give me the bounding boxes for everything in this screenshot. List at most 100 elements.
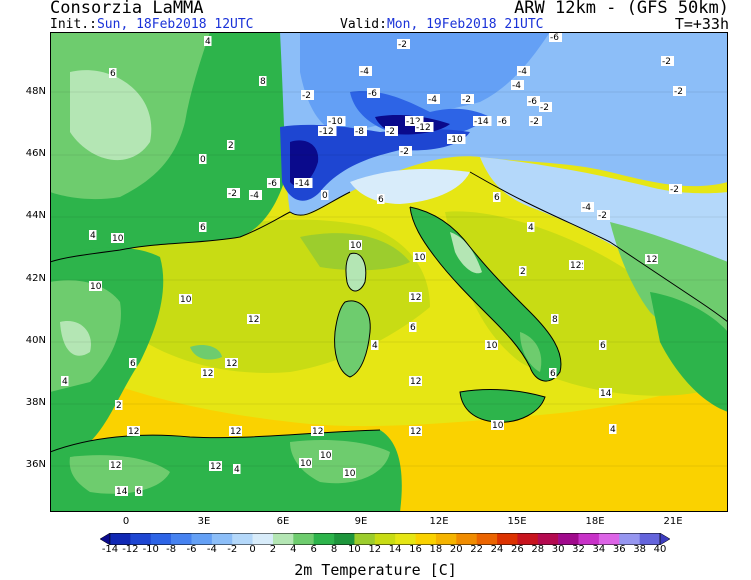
colorbar-tick-label: -2 bbox=[227, 544, 238, 555]
label-background bbox=[645, 254, 658, 264]
temperature-value-label: -12 bbox=[416, 123, 431, 133]
label-background bbox=[61, 376, 69, 386]
temperature-labels: 4 -2-66 -4-2-4-2-4-2-6-28-6-4 -2-10 -14 -6 -2-… bbox=[61, 32, 686, 497]
label-background bbox=[549, 32, 562, 42]
colorbar-tick-label: 22 bbox=[470, 544, 484, 555]
model-resolution-title: ARW 12km - (GFS 50km) bbox=[514, 0, 729, 18]
label-background bbox=[199, 222, 207, 232]
temperature-value-label: 10 bbox=[180, 295, 192, 305]
label-background bbox=[127, 426, 140, 436]
temperature-value-label: 10 bbox=[112, 234, 124, 244]
colorbar-cell bbox=[517, 533, 539, 545]
temperature-value-label: 6 bbox=[494, 193, 500, 203]
temperature-value-label: 10 bbox=[414, 253, 426, 263]
colorbar-tick-label: 36 bbox=[612, 544, 626, 555]
lon-label-9e: 9E bbox=[354, 516, 368, 527]
colorbar-tick-label: -6 bbox=[186, 544, 197, 555]
valid-time: Valid:Mon, 19Feb2018 21UTC bbox=[340, 17, 544, 32]
temperature-value-label: -4 bbox=[360, 67, 369, 77]
label-background bbox=[359, 66, 372, 76]
label-background bbox=[89, 230, 97, 240]
label-background bbox=[371, 340, 379, 350]
temperature-value-label: 12 bbox=[248, 315, 259, 325]
temperature-value-label: 10 bbox=[300, 459, 312, 469]
temperature-value-label: -6 bbox=[368, 89, 377, 99]
apennines-land bbox=[450, 232, 482, 274]
temperature-value-label: 12 bbox=[128, 427, 139, 437]
graticule bbox=[50, 91, 728, 467]
temperature-value-label: 4 bbox=[205, 37, 211, 47]
colorbar-cell bbox=[435, 533, 457, 545]
temperature-value-label: -4 bbox=[518, 67, 527, 77]
label-background bbox=[227, 188, 240, 198]
colorbar-cell bbox=[537, 533, 559, 545]
label-background bbox=[413, 252, 426, 262]
colorbar-tick-label: 12 bbox=[368, 544, 382, 555]
colorbar-tick-label: 30 bbox=[551, 544, 565, 555]
label-background bbox=[111, 233, 124, 243]
label-background bbox=[319, 450, 332, 460]
lon-label-15e: 15E bbox=[507, 516, 527, 527]
lat-label-46n: 46N bbox=[25, 148, 46, 159]
lon-label-18e: 18E bbox=[585, 516, 605, 527]
colorbar-tick-label: 32 bbox=[572, 544, 585, 555]
colorbar-cell bbox=[395, 533, 416, 545]
colorbar-cell bbox=[558, 533, 579, 545]
label-background bbox=[109, 460, 122, 470]
label-background bbox=[247, 314, 260, 324]
temperature-value-label: -2 bbox=[670, 185, 679, 195]
colorbar-cell bbox=[497, 533, 518, 545]
label-background bbox=[405, 116, 424, 126]
temperature-value-label: 10 bbox=[90, 282, 102, 292]
colorbar-cell bbox=[313, 533, 335, 545]
colorbar-tick-label: 6 bbox=[310, 544, 317, 555]
colorbar-tick-label: 8 bbox=[330, 544, 338, 555]
label-background bbox=[89, 281, 102, 291]
colorbar-cell bbox=[619, 533, 640, 545]
colorbar-tick-label: -8 bbox=[166, 544, 177, 555]
temperature-value-label: -2 bbox=[598, 211, 607, 221]
colorbar-cell bbox=[598, 533, 620, 545]
colorbar-cell bbox=[415, 533, 437, 545]
label-background bbox=[491, 420, 504, 430]
temperature-value-label: -6 bbox=[528, 97, 537, 107]
colorbar-tick-label: 4 bbox=[290, 544, 297, 555]
temperature-value-label: -6 bbox=[498, 117, 507, 127]
temperature-value-label: -8 bbox=[355, 127, 364, 137]
label-background bbox=[385, 126, 398, 136]
lat-label-36n: 36N bbox=[25, 459, 46, 470]
temperature-value-label: 6 bbox=[200, 223, 206, 233]
sardinia-land bbox=[334, 300, 371, 377]
init-time: Init.:Sun, 18Feb2018 12UTC bbox=[50, 17, 254, 32]
temperature-value-label: 4 bbox=[610, 425, 616, 435]
map-frame bbox=[50, 32, 728, 512]
label-background bbox=[519, 266, 527, 276]
colorbar-cell bbox=[456, 533, 477, 545]
temperature-value-label: 4 bbox=[90, 231, 96, 241]
temperature-value-label: -4 bbox=[250, 191, 259, 201]
temperature-value-label: 4 bbox=[528, 223, 534, 233]
temperature-value-label: 6 bbox=[378, 195, 384, 205]
temperature-value-label: -14 bbox=[295, 179, 310, 189]
label-background bbox=[409, 426, 422, 436]
temperature-value-label: 10 bbox=[320, 451, 332, 461]
label-background bbox=[447, 134, 466, 144]
temperature-value-label: -12 bbox=[319, 127, 334, 137]
label-background bbox=[249, 190, 262, 200]
colorbar-cell bbox=[354, 533, 376, 545]
label-background bbox=[115, 400, 123, 410]
temperature-value-label: -4 bbox=[582, 203, 591, 213]
label-background bbox=[551, 314, 559, 324]
label-background bbox=[267, 178, 280, 188]
calabria-land bbox=[520, 332, 542, 372]
temperature-value-label: 14 bbox=[600, 389, 612, 399]
label-background bbox=[367, 88, 380, 98]
label-background bbox=[581, 202, 594, 212]
label-background bbox=[599, 340, 607, 350]
temperature-value-label: 6 bbox=[550, 369, 556, 379]
lon-label-0: 0 bbox=[122, 516, 130, 527]
label-background bbox=[399, 146, 412, 156]
western-alps-coldest bbox=[290, 140, 319, 186]
label-background bbox=[527, 96, 540, 106]
model-source-title: Consorzia LaMMA bbox=[50, 0, 204, 18]
